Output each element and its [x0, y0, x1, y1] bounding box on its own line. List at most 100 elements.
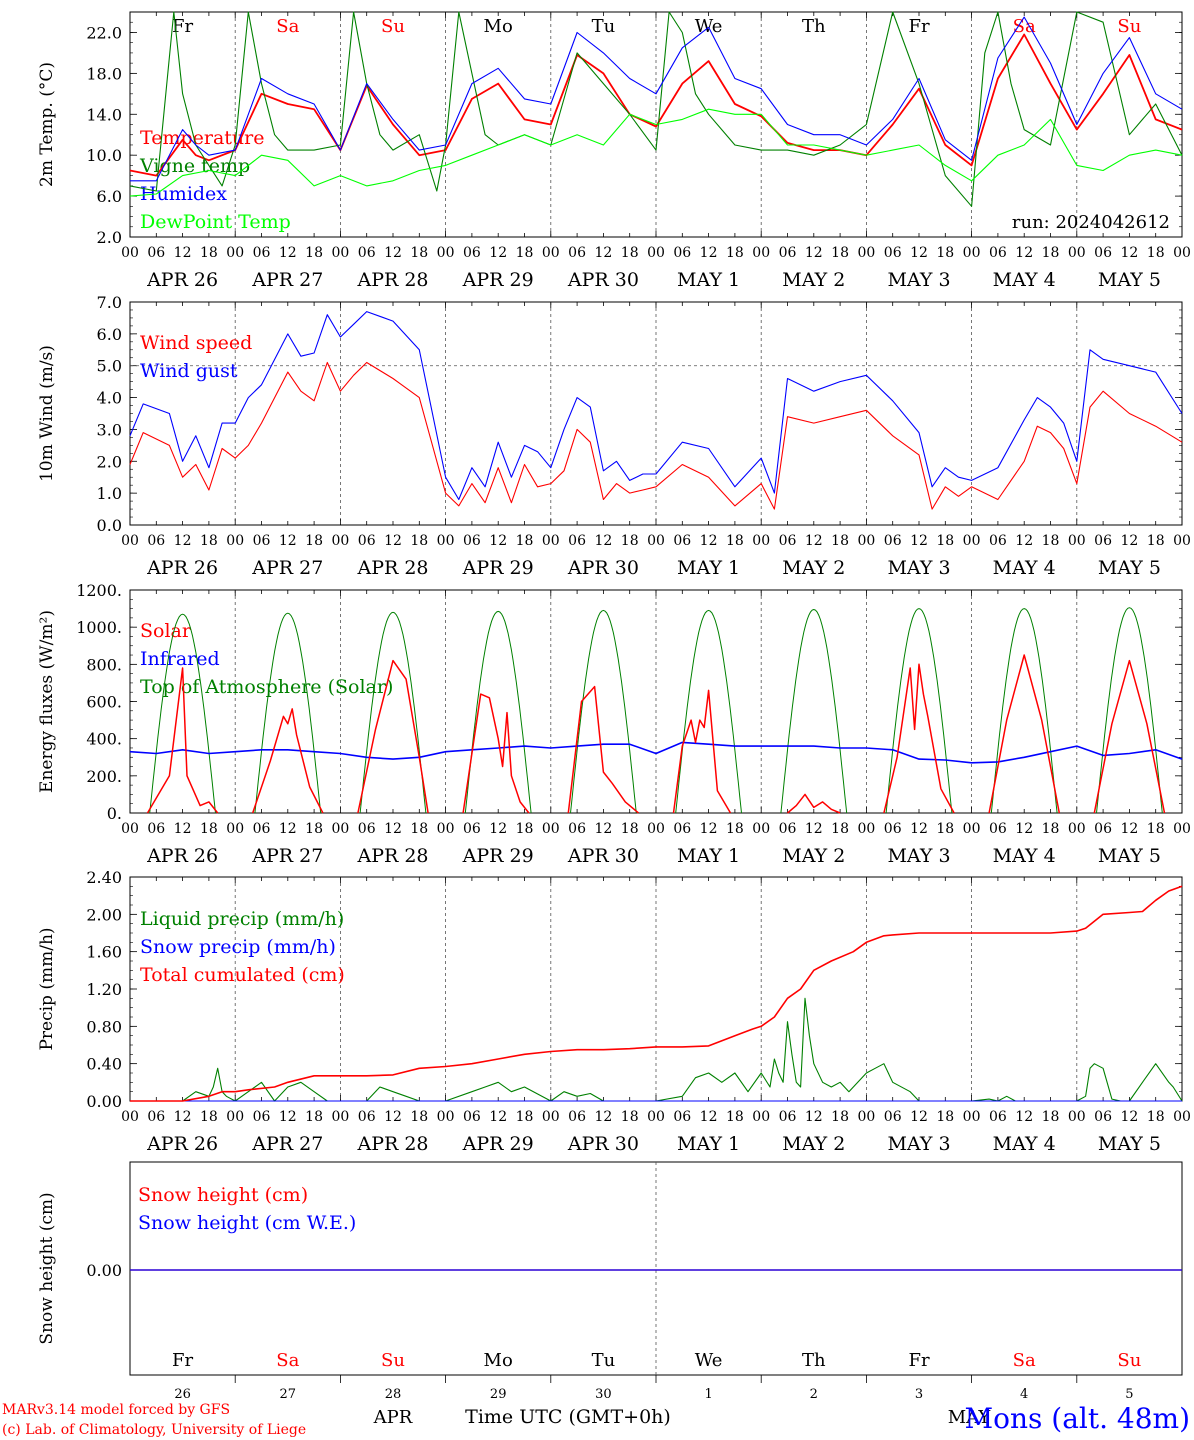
series-line-precip-0	[130, 997, 1183, 1102]
x-tick-label: 12	[279, 245, 297, 261]
y-tick-label: 0.0	[97, 516, 122, 535]
date-label: APR 27	[251, 1133, 323, 1155]
toa-solar-arc	[464, 610, 532, 814]
x-tick-label: 18	[936, 245, 954, 261]
x-tick-label: 18	[726, 821, 744, 837]
weekday-label: Mo	[484, 16, 513, 37]
legend-entry: Wind gust	[140, 360, 238, 382]
y-tick-label: 1.0	[97, 484, 122, 503]
day-number-label: 5	[1125, 1387, 1133, 1402]
date-label: MAY 2	[782, 845, 845, 867]
x-tick-label: 06	[463, 1109, 481, 1125]
x-tick-label: 00	[226, 245, 244, 261]
x-tick-label: 18	[305, 533, 323, 549]
date-label: MAY 5	[1098, 557, 1161, 579]
y-tick-label: 0.40	[86, 1055, 122, 1074]
x-tick-label: 00	[1173, 245, 1191, 261]
x-tick-label: 06	[568, 821, 586, 837]
x-tick-label: 06	[147, 245, 165, 261]
x-tick-label: 18	[516, 245, 534, 261]
series-solar-line	[567, 685, 639, 814]
date-label: MAY 4	[993, 557, 1056, 579]
y-tick-label: 6.0	[97, 187, 122, 206]
x-tick-label: 18	[200, 821, 218, 837]
x-tick-label: 12	[1015, 245, 1033, 261]
weekday-label: We	[695, 1350, 723, 1371]
date-label: APR 26	[146, 845, 218, 867]
series-solar-line	[357, 659, 429, 814]
weekday-label: Tu	[592, 1350, 616, 1371]
x-tick-label: 00	[1173, 1109, 1191, 1125]
x-tick-label: 18	[621, 245, 639, 261]
x-tick-label: 18	[410, 533, 428, 549]
x-tick-label: 00	[331, 533, 349, 549]
x-tick-label: 18	[621, 821, 639, 837]
x-tick-label: 00	[647, 533, 665, 549]
x-tick-label: 06	[147, 821, 165, 837]
x-tick-label: 18	[1042, 821, 1060, 837]
date-label: APR 28	[356, 1133, 428, 1155]
x-tick-label: 12	[489, 245, 507, 261]
x-tick-label: 18	[1147, 821, 1165, 837]
legend-entry: Snow height (cm W.E.)	[138, 1212, 356, 1234]
y-tick-label: 5.0	[97, 357, 122, 376]
x-tick-label: 18	[410, 821, 428, 837]
y-tick-label: 600.	[86, 693, 122, 712]
x-tick-label: 06	[673, 1109, 691, 1125]
x-tick-label: 12	[594, 245, 612, 261]
x-tick-label: 18	[200, 1109, 218, 1125]
y-axis-label: Snow height (cm)	[37, 1192, 57, 1344]
x-tick-label: 00	[1173, 533, 1191, 549]
y-axis-label: 2m Temp. (°C)	[37, 62, 57, 187]
x-tick-label: 00	[542, 1109, 560, 1125]
x-tick-label: 00	[121, 1109, 139, 1125]
x-tick-label: 06	[358, 1109, 376, 1125]
x-tick-label: 18	[410, 1109, 428, 1125]
x-tick-label: 00	[1068, 821, 1086, 837]
weekday-label: Su	[381, 16, 405, 37]
x-tick-label: 06	[1094, 821, 1112, 837]
series-line-precip-2	[130, 885, 1183, 1102]
x-tick-label: 00	[1068, 1109, 1086, 1125]
date-label: MAY 4	[993, 1133, 1056, 1155]
run-label: run: 2024042612	[1012, 212, 1170, 233]
x-tick-label: 12	[805, 533, 823, 549]
x-tick-label: 18	[305, 245, 323, 261]
x-tick-label: 06	[253, 533, 271, 549]
legend-entry: Snow precip (mm/h)	[140, 936, 336, 958]
toa-solar-arc	[675, 609, 742, 814]
x-tick-label: 12	[279, 1109, 297, 1125]
toa-solar-arc	[359, 611, 427, 814]
x-tick-label: 18	[516, 533, 534, 549]
x-tick-label: 06	[358, 821, 376, 837]
x-tick-label: 06	[989, 821, 1007, 837]
x-tick-label: 12	[174, 533, 192, 549]
x-tick-label: 00	[752, 245, 770, 261]
x-tick-label: 18	[516, 821, 534, 837]
y-tick-label: 800.	[86, 655, 122, 674]
date-label: APR 26	[146, 269, 218, 291]
y-tick-label: 200.	[86, 767, 122, 786]
toa-solar-arc	[254, 612, 322, 814]
y-tick-label: 1.60	[86, 943, 122, 962]
weekday-label: Sa	[276, 16, 299, 37]
y-tick-label: 400.	[86, 730, 122, 749]
date-label: MAY 2	[782, 1133, 845, 1155]
x-tick-label: 18	[410, 245, 428, 261]
x-tick-label: 06	[673, 533, 691, 549]
x-tick-label: 06	[779, 1109, 797, 1125]
day-number-label: 29	[490, 1387, 507, 1402]
y-tick-label: 6.0	[97, 325, 122, 344]
x-tick-label: 18	[200, 245, 218, 261]
x-tick-label: 12	[910, 245, 928, 261]
x-tick-label: 06	[568, 1109, 586, 1125]
day-number-label: 28	[385, 1387, 402, 1402]
credit-line-2: (c) Lab. of Climatology, University of L…	[2, 1422, 306, 1438]
plot-frame	[129, 589, 1183, 814]
legend-entry: Wind speed	[140, 332, 252, 354]
date-label: MAY 1	[677, 269, 740, 291]
x-tick-label: 06	[568, 533, 586, 549]
date-label: MAY 4	[993, 269, 1056, 291]
date-label: MAY 3	[887, 845, 950, 867]
